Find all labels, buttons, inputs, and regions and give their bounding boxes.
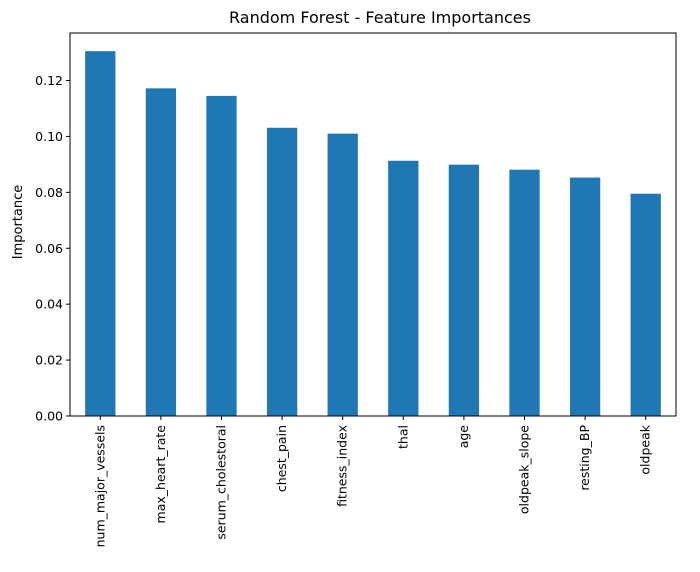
chart-title: Random Forest - Feature Importances (229, 8, 531, 27)
y-tick-label: 0.00 (35, 409, 63, 424)
x-tick-label: max_heart_rate (153, 425, 168, 524)
x-tick-label: num_major_vessels (92, 425, 107, 547)
bar-max_heart_rate (145, 88, 177, 417)
bar-thal (388, 160, 419, 416)
x-tick-label: resting_BP (577, 425, 592, 491)
bar-resting_BP (569, 177, 601, 416)
bars-group (85, 51, 661, 417)
bar-num_major_vessels (85, 51, 116, 416)
bar-age (448, 164, 480, 416)
x-tick-label: thal (395, 425, 410, 449)
x-tick-label: age (456, 425, 471, 449)
x-tick-label: chest_pain (274, 425, 289, 492)
y-tick-label: 0.08 (35, 185, 63, 200)
y-axis-ticks: 0.00 0.02 0.04 0.06 0.08 0.10 0.12 (35, 73, 70, 424)
x-tick-label: oldpeak (638, 424, 653, 474)
x-tick-label: serum_cholestoral (214, 425, 229, 540)
bar-serum_cholestoral (206, 95, 237, 416)
y-tick-label: 0.02 (35, 353, 63, 368)
y-tick-label: 0.12 (35, 73, 63, 88)
y-tick-label: 0.06 (35, 241, 63, 256)
y-axis-label: Importance (11, 185, 26, 260)
bar-chest_pain (266, 127, 298, 416)
x-axis-ticks: num_major_vessels max_heart_rate serum_cho… (92, 416, 653, 547)
bar-oldpeak (630, 193, 661, 416)
bar-oldpeak_slope (509, 169, 540, 416)
y-tick-label: 0.10 (35, 129, 63, 144)
plot-frame (69, 32, 677, 417)
x-tick-label: oldpeak_slope (517, 425, 532, 514)
x-tick-label: fitness_index (335, 425, 350, 507)
y-tick-label: 0.04 (35, 297, 63, 312)
bar-fitness_index (327, 133, 358, 416)
